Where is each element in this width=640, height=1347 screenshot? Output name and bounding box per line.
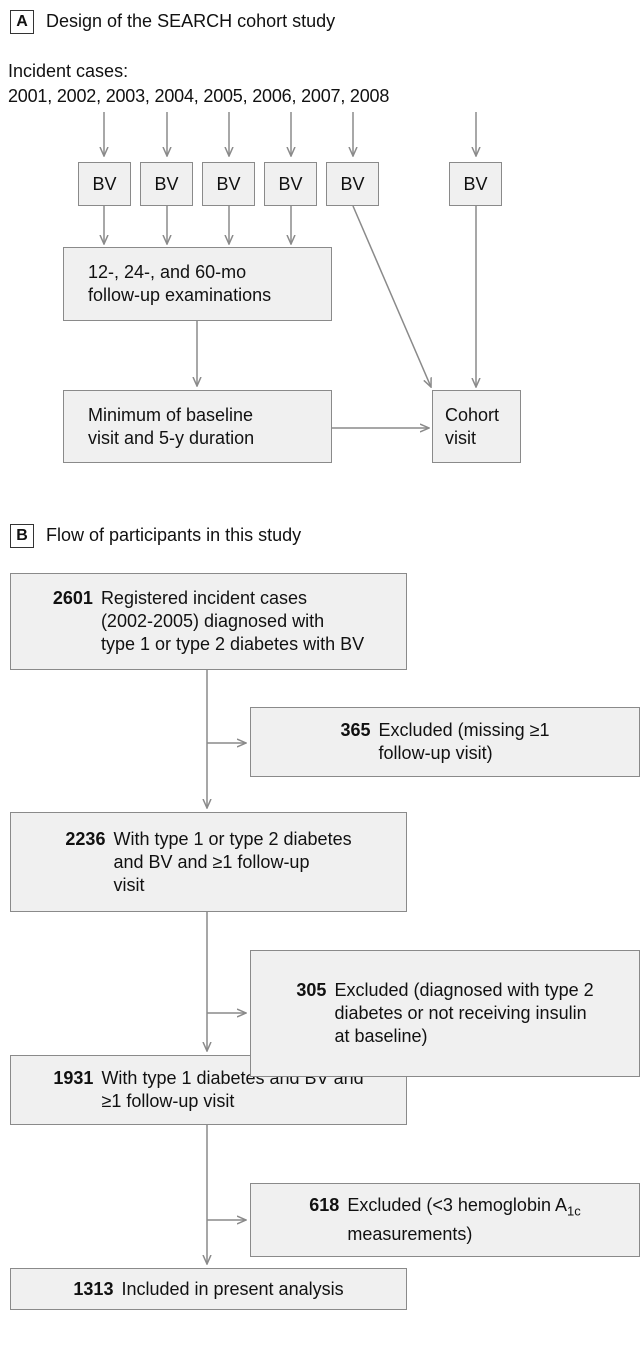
exclusion-line: measurements) xyxy=(347,1223,473,1244)
incident-cases: Incident cases: xyxy=(8,61,129,81)
bv-label: BV xyxy=(154,173,179,194)
step-count: 1313 xyxy=(73,1278,114,1299)
exclusion-box: 305 Excluded (diagnosed with type 2 diabet… xyxy=(250,950,640,1077)
step-text: Registered incident cases (2002-2005) dia… xyxy=(101,587,364,656)
step-text: With type 1 or type 2 diabetes and BV and… xyxy=(113,828,351,897)
bv-box: BV xyxy=(326,162,379,206)
step-line: ≥1 follow-up visit xyxy=(101,1091,235,1111)
step-count: 2236 xyxy=(65,828,106,849)
exclusion-box: 618 Excluded (<3 hemoglobin A1c measuremen… xyxy=(250,1183,640,1257)
bv-box: BV xyxy=(264,162,317,206)
exclusion-count: 305 xyxy=(296,980,327,1000)
exclusion-text: Excluded (missing ≥1 follow-up visit) xyxy=(379,719,550,765)
step-box: 2601 Registered incident cases (2002-2005)… xyxy=(10,573,407,670)
exclusion-row: 618 Excluded (<3 hemoglobin A1c measuremen… xyxy=(251,1194,639,1246)
cohort-visit-line: Cohort xyxy=(445,404,500,425)
step-line: visit xyxy=(113,874,145,895)
cohort-visit-box: Cohort visit xyxy=(432,390,521,463)
bv-label: BV xyxy=(278,173,303,194)
exclusion-count: 618 xyxy=(309,1195,340,1216)
step-count: 2601 xyxy=(52,588,93,608)
bv-label: BV xyxy=(340,173,365,194)
step-line: type 1 or type 2 diabetes with BV xyxy=(100,634,365,654)
cohort-visit-text: Cohort visit xyxy=(445,404,520,450)
panel-label: B xyxy=(10,524,34,548)
bv-label: BV xyxy=(92,173,117,194)
exclusion-line: Excluded (<3 hemoglobin A1c xyxy=(347,1195,581,1219)
minimum-line: Minimum of baseline xyxy=(88,404,254,425)
arrows xyxy=(104,112,476,1264)
panel-title: Flow of participants in this study xyxy=(46,525,302,545)
exclusion-text: Excluded (diagnosed with type 2 diabetes … xyxy=(334,979,593,1048)
bv-box: BV xyxy=(449,162,502,206)
exclusion-line: diabetes or not receiving insulin xyxy=(334,1003,587,1023)
cohort-visit-line: visit xyxy=(445,427,476,448)
step-line: With type 1 or type 2 diabetes xyxy=(113,828,352,849)
step-line: and BV and ≥1 follow-up xyxy=(113,851,310,872)
exclusion-row: 305 Excluded (diagnosed with type 2 diabet… xyxy=(251,979,639,1048)
followup-box: 12-, 24-, and 60-mo follow-up examination… xyxy=(63,247,332,321)
subscript: 1c xyxy=(566,1203,581,1219)
panel-label: A xyxy=(10,10,34,34)
exclusion-row: 365 Excluded (missing ≥1 follow-up visit) xyxy=(251,719,639,765)
exclusion-count: 365 xyxy=(340,720,371,740)
bv-box: BV xyxy=(78,162,131,206)
minimum-text: Minimum of baseline visit and 5-y duratio… xyxy=(88,404,331,450)
step-row: 1313 Included in present analysis xyxy=(11,1278,406,1301)
followup-line: follow-up examinations xyxy=(88,285,272,305)
step-box: 2236 With type 1 or type 2 diabetes and BV… xyxy=(10,812,407,912)
bv-box: BV xyxy=(202,162,255,206)
step-box: 1313 Included in present analysis xyxy=(10,1268,407,1310)
minimum-line: visit and 5-y duration xyxy=(88,427,255,448)
panel-title: Design of the SEARCH cohort study xyxy=(46,11,336,31)
exclusion-line: follow-up visit) xyxy=(378,743,493,763)
exclusion-text: Excluded (<3 hemoglobin A1c measurements) xyxy=(347,1194,580,1246)
step-row: 2601 Registered incident cases (2002-2005)… xyxy=(11,587,406,656)
step-count: 1931 xyxy=(53,1068,94,1088)
step-text: Included in present analysis xyxy=(121,1278,343,1301)
step-line: (2002-2005) diagnosed with xyxy=(100,611,325,631)
minimum-box: Minimum of baseline visit and 5-y duratio… xyxy=(63,390,332,463)
exclusion-line: Excluded (missing ≥1 xyxy=(378,720,550,740)
followup-line: 12-, 24-, and 60-mo xyxy=(88,262,247,282)
exclusion-box: 365 Excluded (missing ≥1 follow-up visit) xyxy=(250,707,640,777)
exclusion-line: at baseline) xyxy=(334,1026,428,1046)
step-row: 2236 With type 1 or type 2 diabetes and BV… xyxy=(11,828,406,897)
step-line: Included in present analysis xyxy=(121,1278,344,1299)
bv-label: BV xyxy=(463,173,488,194)
years: 2001, 2002, 2003, 2004, 2005, 2006, 2007… xyxy=(8,86,390,106)
exclusion-line: Excluded (diagnosed with type 2 xyxy=(334,980,594,1000)
bv-box: BV xyxy=(140,162,193,206)
step-line: Registered incident cases xyxy=(100,588,308,608)
followup-text: 12-, 24-, and 60-mo follow-up examination… xyxy=(88,261,331,307)
bv-label: BV xyxy=(216,173,241,194)
